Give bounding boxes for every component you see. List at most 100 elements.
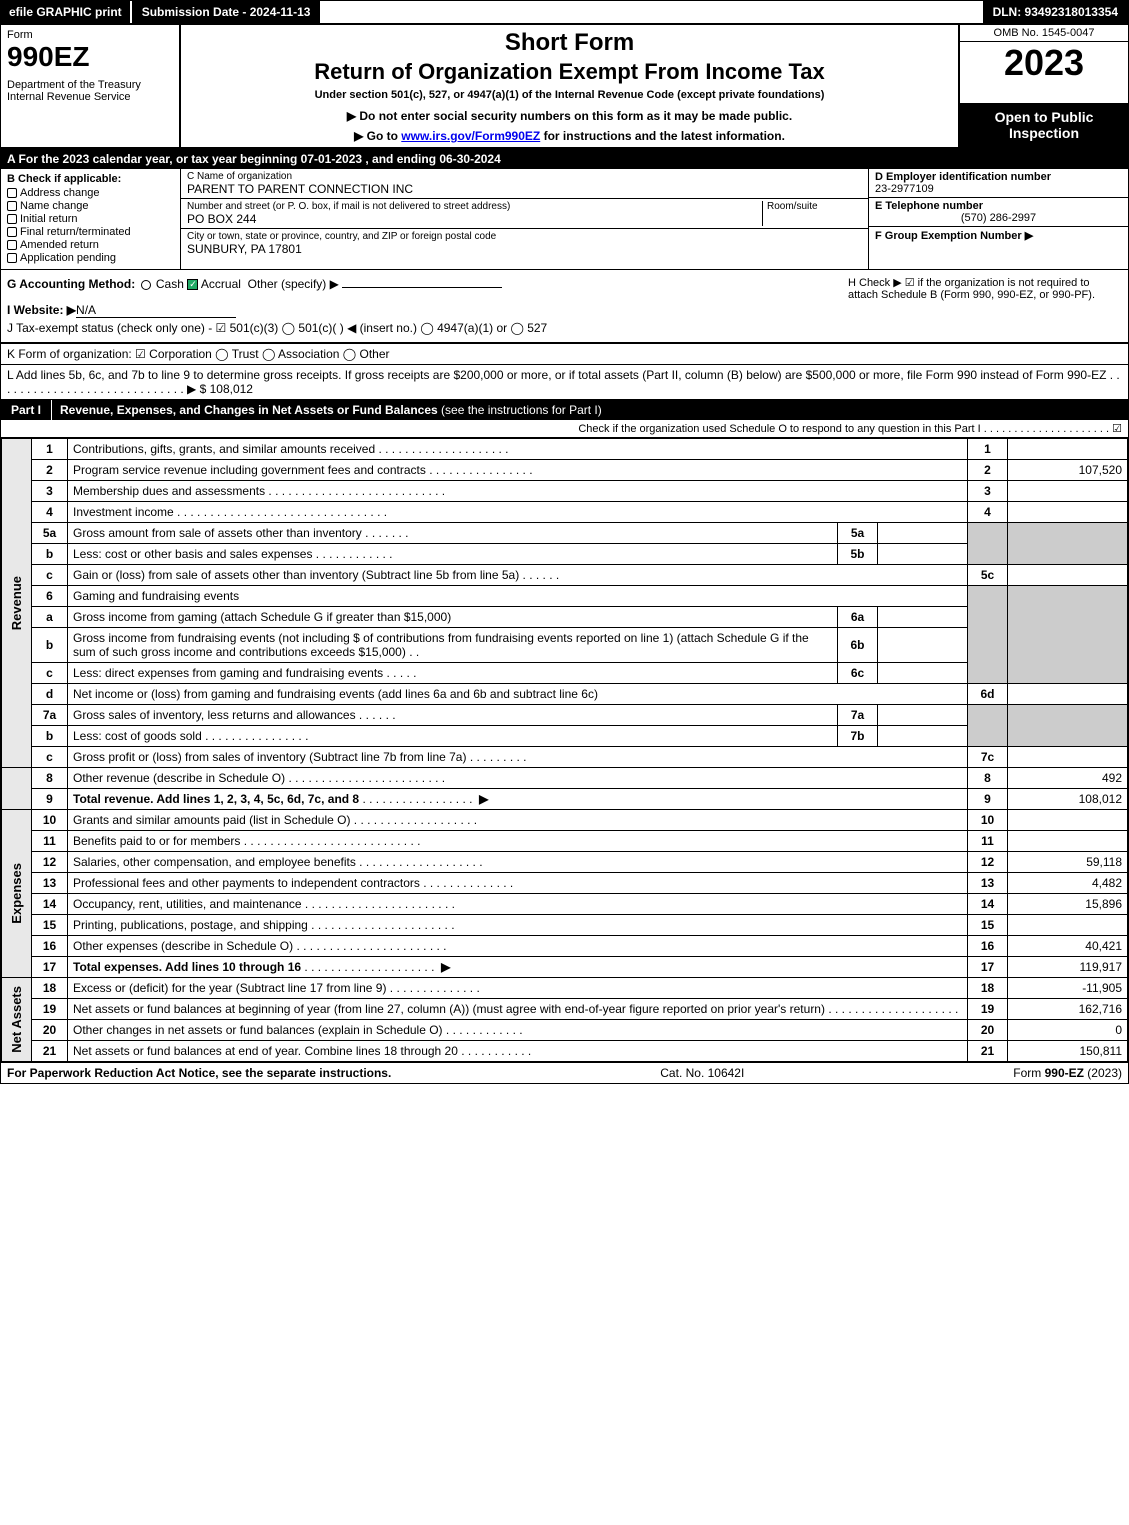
line-amount (1008, 565, 1128, 586)
line-amount: 40,421 (1008, 936, 1128, 957)
subline-value (878, 523, 968, 544)
subline-value (878, 663, 968, 684)
line-amount: 492 (1008, 768, 1128, 789)
open-to-public: Open to Public Inspection (960, 103, 1128, 147)
row-a-tax-year: A For the 2023 calendar year, or tax yea… (1, 149, 1128, 169)
cash-label: Cash (156, 277, 184, 291)
part1-header: Part I Revenue, Expenses, and Changes in… (1, 400, 1128, 420)
column-b-checkboxes: B Check if applicable: Address change Na… (1, 169, 181, 269)
efile-print-button[interactable]: efile GRAPHIC print (1, 1, 132, 23)
irs-link[interactable]: www.irs.gov/Form990EZ (401, 129, 540, 143)
line-amount: 0 (1008, 1020, 1128, 1041)
paperwork-notice: For Paperwork Reduction Act Notice, see … (7, 1066, 391, 1080)
line-box: 20 (968, 1020, 1008, 1041)
row-k-form-of-org: K Form of organization: ☑ Corporation ◯ … (1, 342, 1128, 365)
line-box: 14 (968, 894, 1008, 915)
line-number: 19 (32, 999, 68, 1020)
org-name: PARENT TO PARENT CONNECTION INC (187, 182, 862, 196)
line-amount: 119,917 (1008, 957, 1128, 978)
checkbox-name-change[interactable] (7, 201, 17, 211)
ein-label: D Employer identification number (875, 171, 1051, 183)
line-box: 17 (968, 957, 1008, 978)
line-desc: Other changes in net assets or fund bala… (73, 1023, 443, 1037)
line-number: 10 (32, 810, 68, 831)
line-desc: Investment income (73, 505, 174, 519)
line-desc: Membership dues and assessments (73, 484, 265, 498)
other-specify-input[interactable] (342, 287, 502, 288)
line-amount: 59,118 (1008, 852, 1128, 873)
checkbox-amended-return[interactable] (7, 240, 17, 250)
line-number: 7a (32, 705, 68, 726)
website-label: I Website: ▶ (7, 303, 76, 317)
line-number: 9 (32, 789, 68, 810)
checkbox-application-pending[interactable] (7, 253, 17, 263)
line-amount: 4,482 (1008, 873, 1128, 894)
line-amount: 108,012 (1008, 789, 1128, 810)
line-amount: 15,896 (1008, 894, 1128, 915)
line-number: 4 (32, 502, 68, 523)
line-desc: Other revenue (describe in Schedule O) (73, 771, 285, 785)
line-box: 16 (968, 936, 1008, 957)
line-box: 18 (968, 978, 1008, 999)
line-amount: 107,520 (1008, 460, 1128, 481)
line-desc: Salaries, other compensation, and employ… (73, 855, 356, 869)
ein-value: 23-2977109 (875, 183, 934, 195)
subline-label: 5a (838, 523, 878, 544)
line-desc: Gross amount from sale of assets other t… (73, 526, 362, 540)
line-number: 20 (32, 1020, 68, 1041)
checkbox-label: Application pending (20, 252, 116, 264)
subline-label: 7a (838, 705, 878, 726)
line-amount (1008, 684, 1128, 705)
form-subtitle: Under section 501(c), 527, or 4947(a)(1)… (187, 89, 952, 101)
line-amount (1008, 439, 1128, 460)
line-box: 4 (968, 502, 1008, 523)
line-desc: Total revenue. Add lines 1, 2, 3, 4, 5c,… (73, 792, 359, 806)
line-desc: Printing, publications, postage, and shi… (73, 918, 308, 932)
department-label: Department of the Treasury Internal Reve… (7, 79, 173, 103)
footer-form-pre: Form (1013, 1066, 1044, 1080)
revenue-table: Revenue 1 Contributions, gifts, grants, … (1, 438, 1128, 1062)
line-desc: Gross income from fundraising events (no… (73, 631, 809, 659)
line-box: 2 (968, 460, 1008, 481)
checkbox-address-change[interactable] (7, 188, 17, 198)
line-number: 17 (32, 957, 68, 978)
topbar: efile GRAPHIC print Submission Date - 20… (1, 1, 1128, 25)
line-desc: Program service revenue including govern… (73, 463, 426, 477)
subline-label: 6a (838, 607, 878, 628)
radio-cash[interactable] (141, 280, 151, 290)
line-desc: Grants and similar amounts paid (list in… (73, 813, 350, 827)
line-number: 3 (32, 481, 68, 502)
meta-section: H Check ▶ ☑ if the organization is not r… (1, 270, 1128, 342)
line-desc: Net assets or fund balances at end of ye… (73, 1044, 458, 1058)
line-desc: Gross profit or (loss) from sales of inv… (73, 750, 466, 764)
line-number: c (32, 747, 68, 768)
checkbox-initial-return[interactable] (7, 214, 17, 224)
line-desc: Benefits paid to or for members (73, 834, 240, 848)
line-box: 6d (968, 684, 1008, 705)
form-title: Return of Organization Exempt From Incom… (187, 59, 952, 85)
checkbox-final-return[interactable] (7, 227, 17, 237)
line-desc: Gross sales of inventory, less returns a… (73, 708, 356, 722)
radio-accrual-checked[interactable] (187, 279, 198, 290)
form-label: Form (7, 29, 173, 41)
line-amount (1008, 915, 1128, 936)
subline-value (878, 628, 968, 663)
part1-title: Revenue, Expenses, and Changes in Net As… (60, 403, 438, 417)
line-number: 1 (32, 439, 68, 460)
city-label: City or town, state or province, country… (187, 231, 862, 242)
arrow-icon: ▶ (479, 792, 488, 806)
subline-value (878, 607, 968, 628)
line-amount: 162,716 (1008, 999, 1128, 1020)
line-desc: Gaming and fundraising events (73, 589, 239, 603)
column-c-org-info: C Name of organization PARENT TO PARENT … (181, 169, 868, 269)
telephone-value: (570) 286-2997 (875, 212, 1122, 224)
line-box: 8 (968, 768, 1008, 789)
line-number: 11 (32, 831, 68, 852)
checkbox-label: Initial return (20, 213, 77, 225)
line-desc: Less: cost or other basis and sales expe… (73, 547, 312, 561)
part1-note: (see the instructions for Part I) (438, 403, 602, 417)
line-desc: Total expenses. Add lines 10 through 16 (73, 960, 301, 974)
website-value: N/A (76, 303, 236, 318)
checkbox-label: Amended return (20, 239, 99, 251)
tax-year: 2023 (960, 42, 1128, 103)
